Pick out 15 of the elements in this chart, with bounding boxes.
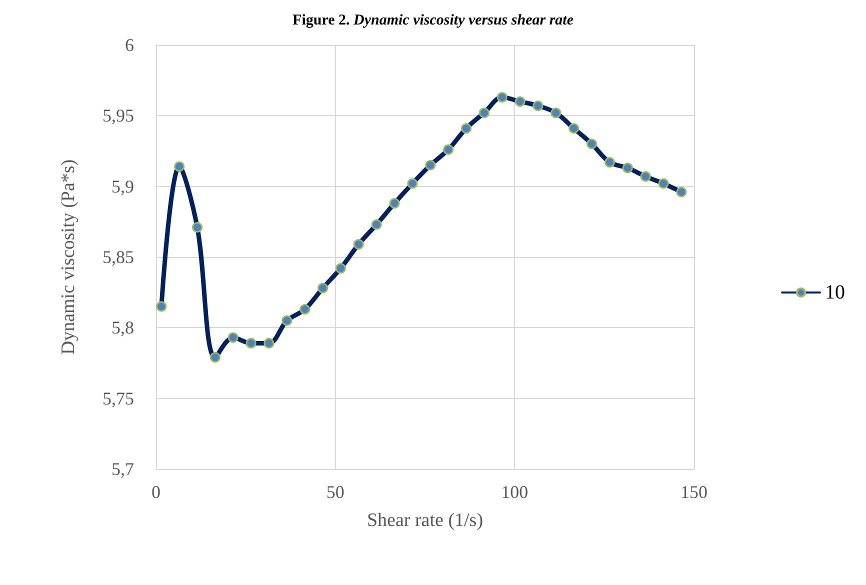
x-tick-label: 100 (501, 482, 528, 502)
y-tick-label: 6 (125, 35, 134, 55)
legend-label: 10 (825, 282, 845, 304)
x-tick-label: 50 (326, 482, 344, 502)
chart-title: Figure 2. Dynamic viscosity versus shear rate (292, 12, 574, 28)
x-axis-title: Shear rate (1/s) (366, 510, 484, 531)
y-tick-label: 5,75 (102, 388, 134, 408)
y-axis-title: Dynamic viscosity (Pa*s) (58, 159, 79, 355)
y-tick-label: 5,95 (102, 106, 134, 126)
x-tick-label: 0 (152, 482, 160, 502)
x-tick-label: 150 (680, 482, 708, 502)
y-tick-label: 5,9 (112, 176, 134, 196)
y-tick-label: 5,85 (102, 247, 134, 267)
y-tick-label: 5,7 (112, 459, 134, 479)
y-tick-label: 5,8 (112, 318, 134, 338)
